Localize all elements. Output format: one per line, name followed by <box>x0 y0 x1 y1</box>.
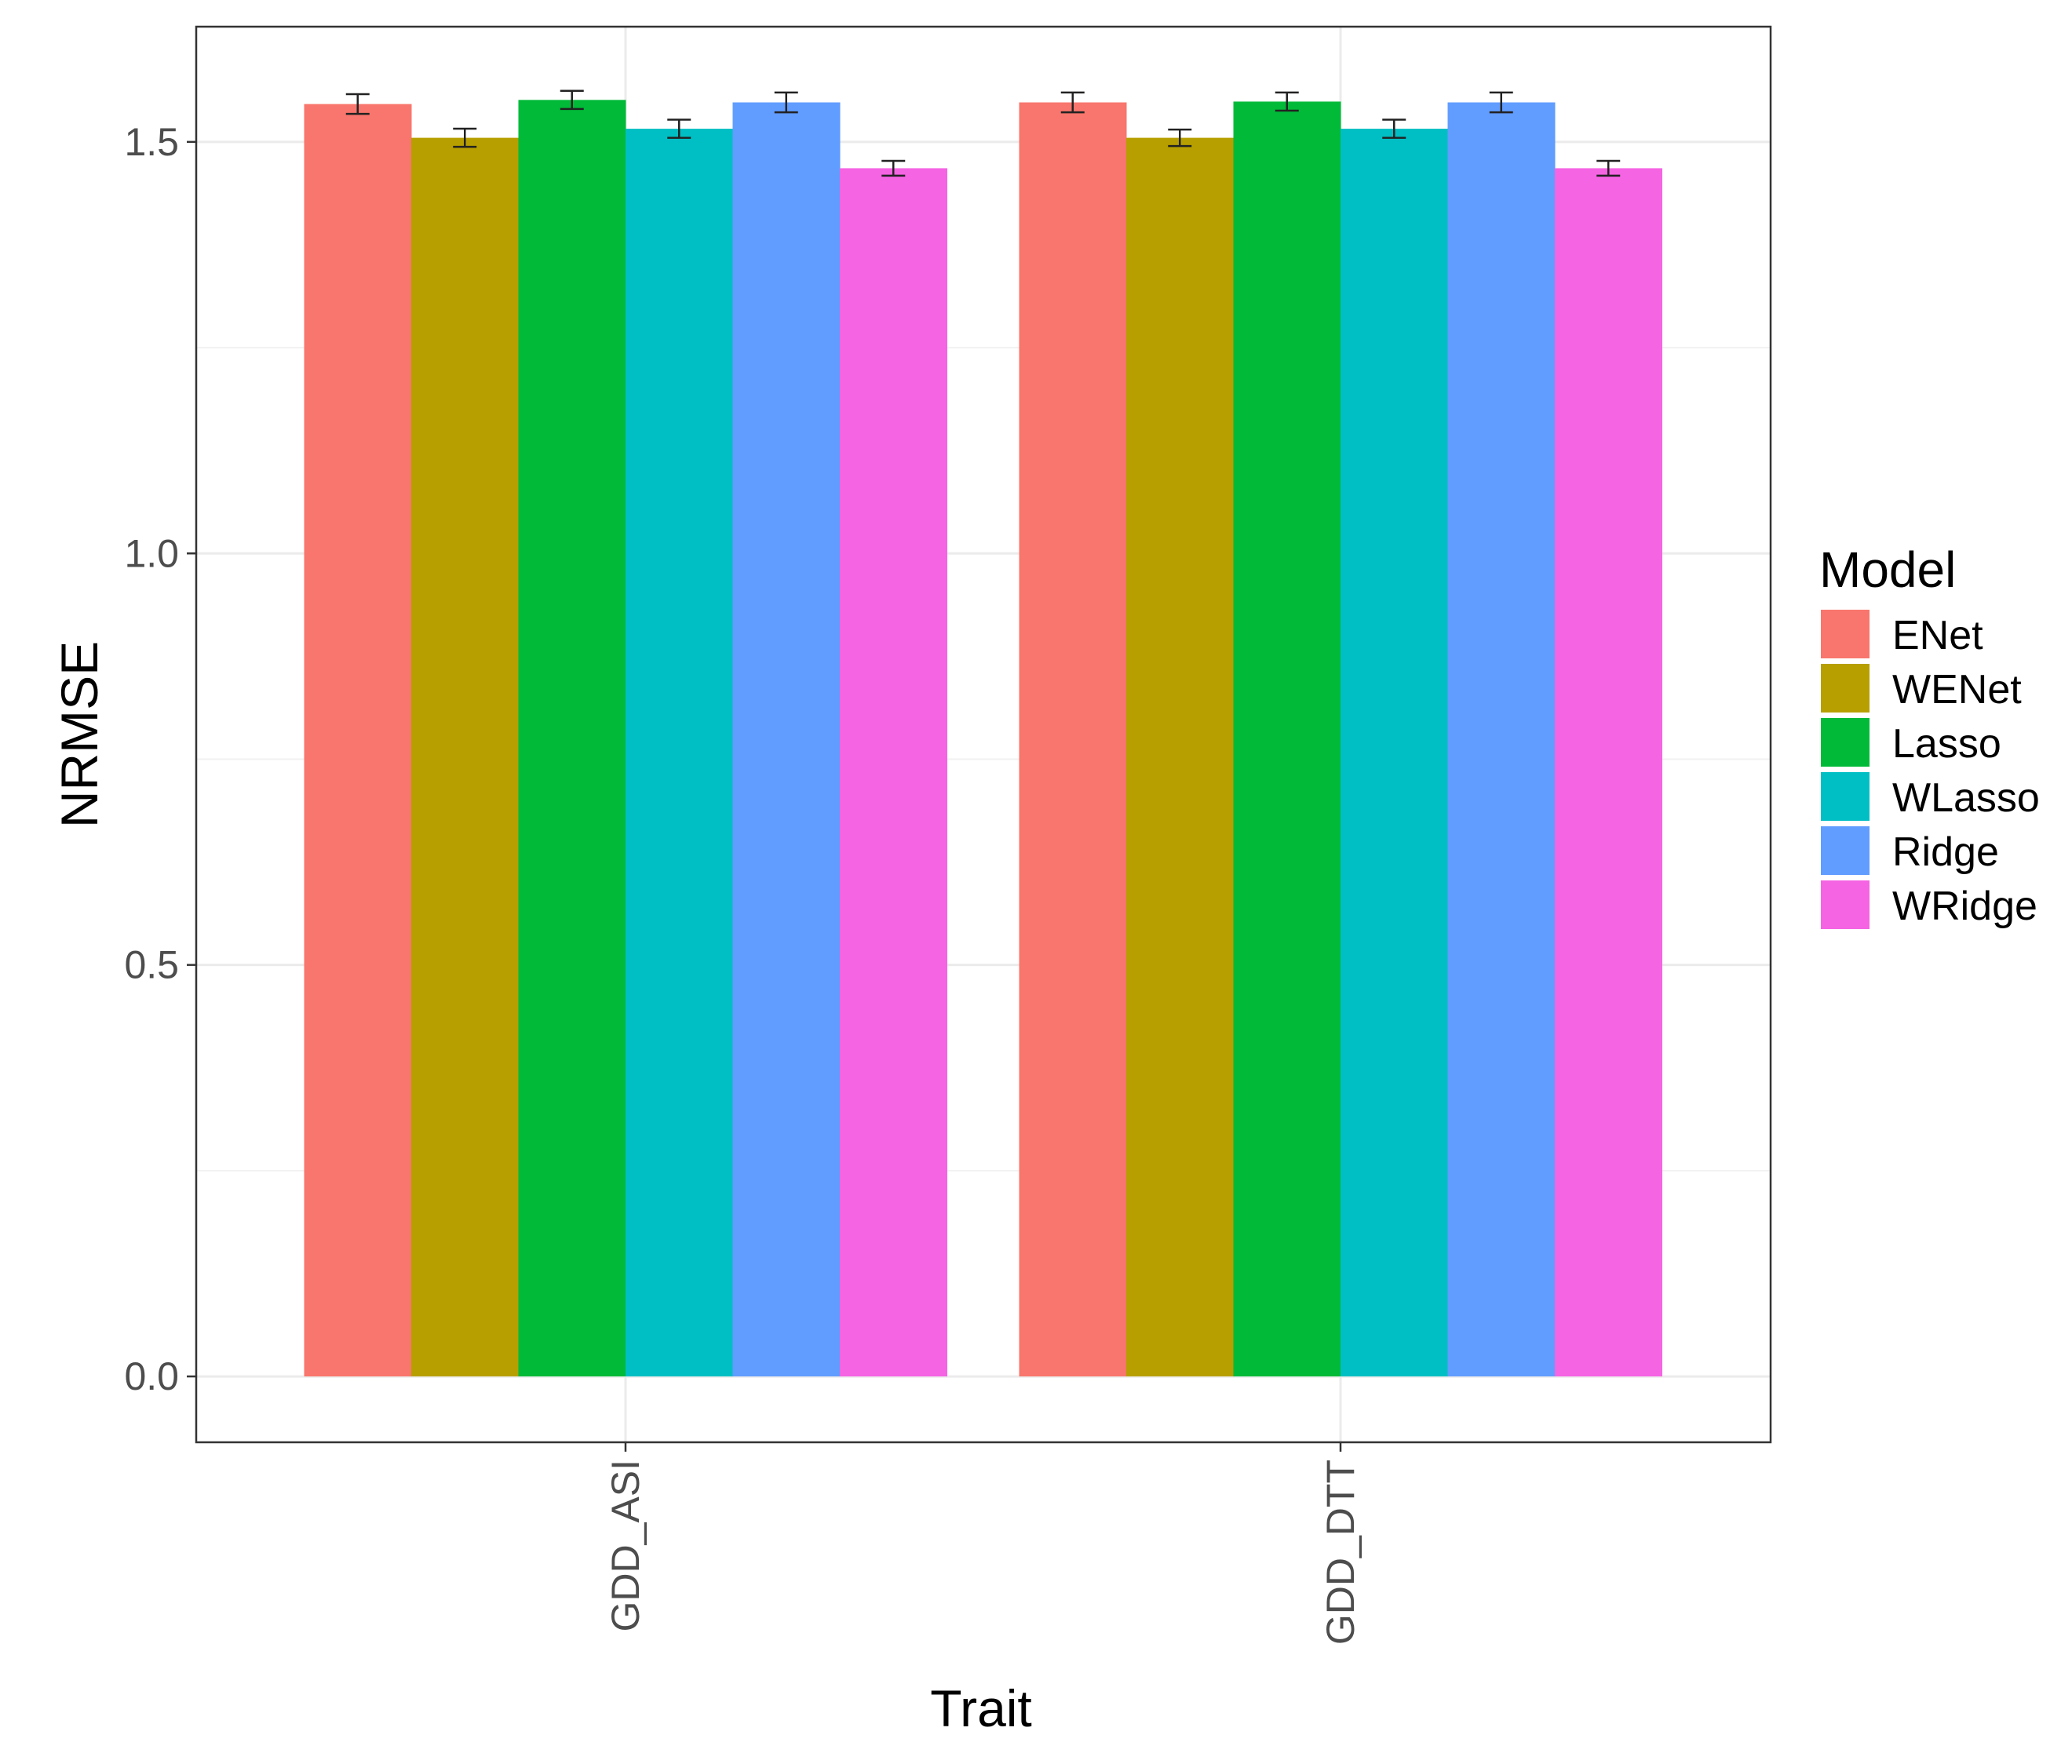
errorbar-wenet-gdd_dtt <box>1168 128 1192 148</box>
legend-label: WRidge <box>1892 884 2037 929</box>
errorbar-lasso-gdd_dtt <box>1275 91 1299 112</box>
legend-key <box>1821 880 1870 929</box>
errorbar-wridge-gdd_dtt <box>1596 159 1621 177</box>
bar-lasso-gdd_dtt <box>1233 101 1341 1377</box>
x-tick-label: GDD_DTT <box>1319 1460 1362 1645</box>
bar-wlasso-gdd_asi <box>626 129 733 1377</box>
panel-border <box>195 25 1772 1444</box>
legend-item-enet: ENet <box>1821 610 1983 658</box>
legend-key <box>1821 826 1870 875</box>
legend-key <box>1821 664 1870 713</box>
bar-layer <box>304 100 1662 1377</box>
x-axis-title: Trait <box>930 1679 1032 1737</box>
legend-label: WLasso <box>1892 775 2040 821</box>
errorbar-enet-gdd_dtt <box>1060 91 1085 114</box>
errorbar-ridge-gdd_asi <box>774 91 798 114</box>
axis-layer: 0.0 0.5 1.0 1.5 GDD_ASI GDD_DTT <box>124 120 1362 1645</box>
legend-label: WENet <box>1892 667 2022 713</box>
bar-enet-gdd_dtt <box>1019 102 1127 1377</box>
bar-wlasso-gdd_dtt <box>1341 129 1448 1377</box>
legend-item-ridge: Ridge <box>1821 826 1999 875</box>
legend-item-wlasso: WLasso <box>1821 772 2040 821</box>
errorbar-ridge-gdd_dtt <box>1489 91 1513 114</box>
y-tick-label: 0.0 <box>124 1354 179 1398</box>
legend-item-wridge: WRidge <box>1821 880 2037 929</box>
bar-ridge-gdd_dtt <box>1447 102 1556 1377</box>
bar-wenet-gdd_dtt <box>1126 137 1234 1377</box>
legend-item-lasso: Lasso <box>1821 718 2001 767</box>
errorbar-wenet-gdd_asi <box>453 127 477 148</box>
bar-wenet-gdd_asi <box>411 137 519 1377</box>
legend: Model ENet WENet Lasso WLasso Ridge WRidge <box>1819 541 2040 929</box>
errorbar-layer <box>345 89 1621 177</box>
errorbar-wlasso-gdd_asi <box>667 118 691 139</box>
y-tick-label: 0.5 <box>124 943 179 987</box>
errorbar-wlasso-gdd_dtt <box>1382 118 1406 139</box>
legend-key <box>1821 772 1870 821</box>
errorbar-wridge-gdd_asi <box>881 159 906 177</box>
legend-label: ENet <box>1892 613 1983 658</box>
y-tick-label: 1.5 <box>124 120 179 164</box>
legend-key <box>1821 610 1870 658</box>
bar-wridge-gdd_dtt <box>1555 168 1662 1377</box>
x-tick-label: GDD_ASI <box>604 1460 648 1632</box>
legend-label: Lasso <box>1892 721 2001 767</box>
bar-lasso-gdd_asi <box>518 100 626 1377</box>
legend-label: Ridge <box>1892 829 1999 875</box>
legend-title: Model <box>1819 541 1956 598</box>
bar-wridge-gdd_asi <box>840 168 947 1377</box>
y-tick-label: 1.0 <box>124 531 179 575</box>
bar-ridge-gdd_asi <box>732 102 841 1377</box>
legend-key <box>1821 718 1870 767</box>
errorbar-lasso-gdd_asi <box>560 89 584 111</box>
bar-enet-gdd_asi <box>304 104 412 1377</box>
errorbar-enet-gdd_asi <box>345 93 370 115</box>
legend-item-wenet: WENet <box>1821 664 2022 713</box>
y-axis-title: NRMSE <box>50 641 108 828</box>
